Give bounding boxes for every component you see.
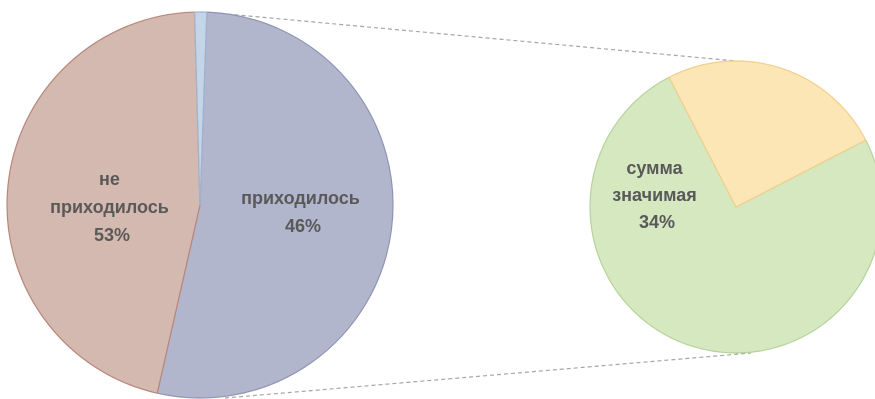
slice-label-prihodilos: приходилось 46% <box>241 188 365 236</box>
slice-percent-label: 34% <box>639 212 675 232</box>
detail-pie-slice-1 <box>668 60 867 208</box>
slice-label-line: приходилось <box>241 188 360 208</box>
main-pie-slice-1 <box>6 11 201 394</box>
connector-line-bottom <box>224 352 752 399</box>
slice-label-ne-prihodilos: не приходилось 53% <box>50 169 174 245</box>
slice-label-line: значимая <box>612 185 697 205</box>
main-pie-slice-0 <box>156 11 394 399</box>
slice-percent-label: 46% <box>285 216 321 236</box>
detail-pie-slice-0 <box>589 76 875 354</box>
connector-line-top <box>206 11 737 62</box>
detail-pie <box>589 60 875 354</box>
slice-label-line: не <box>99 169 120 189</box>
main-pie-slice-2 <box>193 11 208 206</box>
main-pie <box>6 11 394 399</box>
slice-label-line: приходилось <box>50 197 169 217</box>
connector-lines <box>206 11 752 399</box>
slice-percent-label: 53% <box>94 225 130 245</box>
slice-label-line: сумма <box>626 158 683 178</box>
slice-label-summa-znachimaya: сумма значимая 34% <box>612 158 702 232</box>
